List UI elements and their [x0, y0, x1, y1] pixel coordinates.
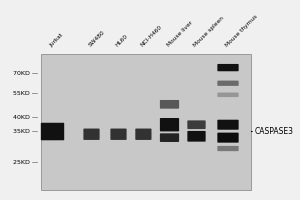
Text: 35KD —: 35KD — — [13, 129, 38, 134]
Text: 25KD —: 25KD — — [13, 160, 38, 165]
FancyBboxPatch shape — [83, 129, 100, 140]
Text: 55KD —: 55KD — — [14, 91, 38, 96]
FancyBboxPatch shape — [160, 133, 179, 142]
Bar — [41, 54, 250, 190]
Text: Mouse thymus: Mouse thymus — [224, 14, 259, 48]
Text: Mouse spleen: Mouse spleen — [193, 16, 225, 48]
FancyBboxPatch shape — [218, 146, 239, 151]
FancyBboxPatch shape — [218, 92, 239, 97]
FancyBboxPatch shape — [160, 118, 179, 131]
Text: 40KD —: 40KD — — [13, 115, 38, 120]
FancyBboxPatch shape — [135, 129, 152, 140]
Text: SW480: SW480 — [88, 30, 106, 48]
Text: Jurkat: Jurkat — [49, 32, 64, 48]
FancyBboxPatch shape — [41, 123, 64, 140]
FancyBboxPatch shape — [188, 131, 206, 142]
FancyBboxPatch shape — [218, 64, 239, 71]
FancyBboxPatch shape — [218, 120, 239, 130]
FancyBboxPatch shape — [110, 129, 127, 140]
FancyBboxPatch shape — [218, 133, 239, 143]
Text: Mouse liver: Mouse liver — [166, 20, 194, 48]
FancyBboxPatch shape — [160, 100, 179, 109]
Text: CASPASE3: CASPASE3 — [251, 127, 294, 136]
Text: HL60: HL60 — [115, 34, 129, 48]
FancyBboxPatch shape — [218, 81, 239, 86]
Text: NCI-H460: NCI-H460 — [140, 25, 163, 48]
Text: 70KD —: 70KD — — [13, 71, 38, 76]
FancyBboxPatch shape — [188, 120, 206, 129]
